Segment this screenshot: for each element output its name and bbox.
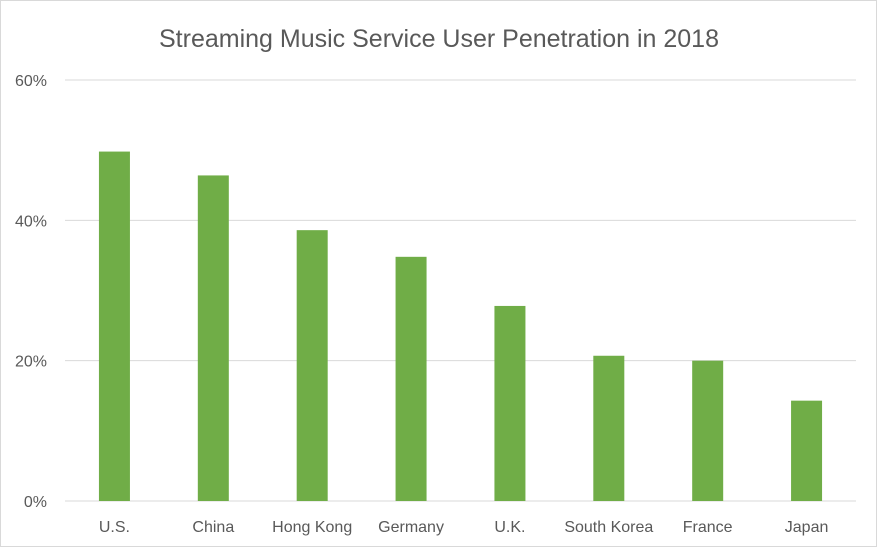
- bar: [98, 151, 130, 501]
- y-axis-tick-labels: 0% 20% 40% 60%: [15, 73, 47, 511]
- bar: [197, 175, 229, 501]
- gridlines: [65, 79, 856, 502]
- bar: [395, 256, 427, 501]
- x-category-label: Japan: [785, 519, 829, 536]
- x-category-label: Hong Kong: [272, 519, 352, 536]
- chart-title: Streaming Music Service User Penetration…: [159, 25, 719, 53]
- x-axis-category-labels: U.S. China Hong Kong Germany U.K. South Korea…: [99, 519, 828, 536]
- x-category-label: France: [683, 519, 733, 536]
- x-category-label: Germany: [378, 519, 444, 536]
- y-tick-label: 60%: [15, 73, 47, 90]
- bar: [791, 400, 823, 501]
- x-category-label: South Korea: [564, 519, 653, 536]
- y-tick-label: 20%: [15, 354, 47, 371]
- bar: [692, 360, 724, 501]
- bar: [593, 355, 625, 501]
- bars: [98, 151, 823, 501]
- y-tick-label: 0%: [24, 494, 47, 511]
- y-tick-label: 40%: [15, 213, 47, 230]
- bar: [296, 230, 328, 501]
- x-category-label: U.S.: [99, 519, 130, 536]
- x-category-label: China: [192, 519, 234, 536]
- bar: [494, 305, 526, 501]
- x-category-label: U.K.: [494, 519, 525, 536]
